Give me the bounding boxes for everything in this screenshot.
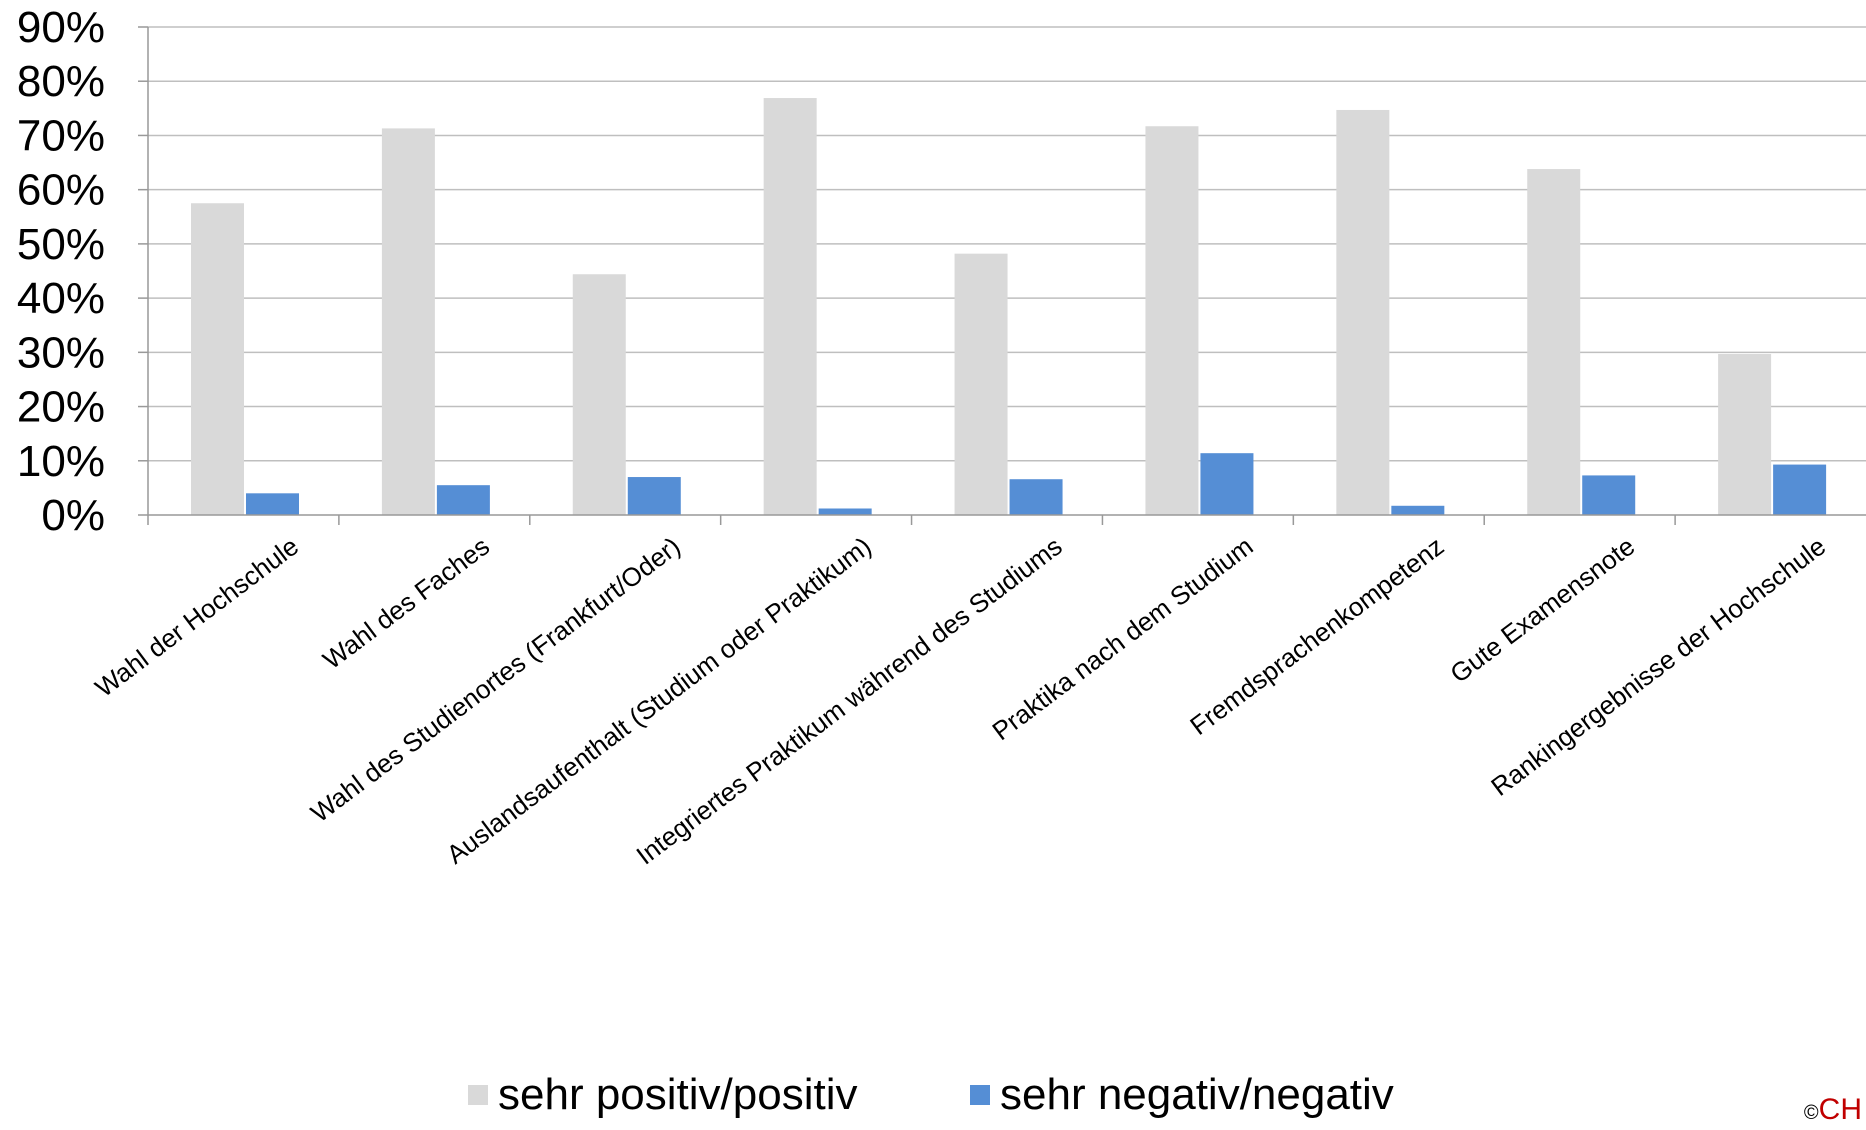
legend: sehr positiv/positiv sehr negativ/negati… <box>0 1070 1866 1130</box>
bar-positive <box>1527 169 1581 515</box>
bar-negative <box>1391 505 1445 515</box>
legend-item-negative: sehr negativ/negativ <box>970 1070 1394 1120</box>
legend-swatch-positive <box>468 1085 488 1105</box>
y-tick-label: 40% <box>17 274 105 323</box>
copyright-symbol: © <box>1803 1102 1819 1124</box>
bar-positive <box>1336 109 1390 516</box>
legend-swatch-negative <box>970 1085 990 1105</box>
y-tick-label: 20% <box>17 383 105 432</box>
legend-label-positive: sehr positiv/positiv <box>498 1070 858 1119</box>
bar-positive <box>1145 126 1199 515</box>
legend-item-positive: sehr positiv/positiv <box>468 1070 857 1120</box>
bar-positive <box>191 203 244 515</box>
y-tick-label: 70% <box>17 111 105 160</box>
x-tick-label: Gute Examensnote <box>1444 531 1640 689</box>
bar-positive <box>954 253 1008 515</box>
x-tick-label: Rankingergebnisse der Hochschule <box>1485 531 1831 802</box>
bar-positive <box>572 274 626 515</box>
copyright-mark: ©CH <box>1804 1093 1862 1127</box>
y-tick-label: 10% <box>17 437 105 486</box>
bar-positive <box>763 98 817 515</box>
y-tick-label: 60% <box>17 166 105 215</box>
legend-label-negative: sehr negativ/negativ <box>1000 1070 1394 1119</box>
x-tick-label: Auslandsaufenthalt (Studium oder Praktik… <box>441 531 877 870</box>
bar-positive <box>1718 353 1772 515</box>
y-axis: 0% 10% 20% 30% 40% 50% 60% 70% 80% 90% <box>17 3 149 540</box>
x-tick-label: Wahl des Studienortes (Frankfurt/Oder) <box>305 531 686 828</box>
y-tick-label: 0% <box>41 491 105 540</box>
y-tick-label: 90% <box>17 3 105 52</box>
x-tick-label: Integriertes Praktikum während des Studi… <box>631 531 1068 871</box>
bar-negative <box>818 508 872 515</box>
bar-positive <box>381 128 435 515</box>
y-tick-label: 50% <box>17 220 105 269</box>
bars <box>191 98 1827 516</box>
y-tick-label: 80% <box>17 57 105 106</box>
bar-negative <box>1009 479 1063 515</box>
bar-negative <box>627 477 681 515</box>
bar-negative <box>436 485 490 515</box>
bar-negative <box>1582 475 1636 515</box>
x-tick-label: Wahl des Faches <box>317 531 495 675</box>
bar-negative <box>1773 464 1827 515</box>
x-tick-label: Wahl der Hochschule <box>89 531 304 703</box>
bar-negative <box>246 493 299 515</box>
brand-logo-text: CH <box>1818 1093 1862 1126</box>
y-tick-label: 30% <box>17 328 105 377</box>
bar-negative <box>1200 453 1254 515</box>
